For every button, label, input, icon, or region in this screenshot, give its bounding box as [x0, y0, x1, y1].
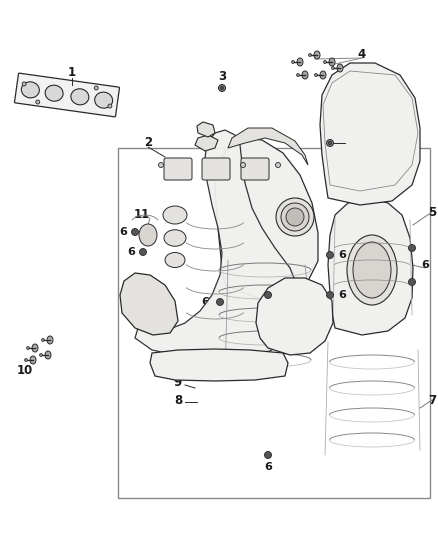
Ellipse shape	[164, 230, 186, 246]
Ellipse shape	[314, 51, 320, 59]
Ellipse shape	[265, 451, 272, 458]
Ellipse shape	[39, 353, 42, 357]
Ellipse shape	[314, 74, 318, 77]
Ellipse shape	[353, 242, 391, 298]
Polygon shape	[197, 122, 215, 137]
Ellipse shape	[286, 208, 304, 226]
Ellipse shape	[292, 61, 294, 63]
Ellipse shape	[139, 248, 146, 255]
Text: 8: 8	[174, 393, 182, 407]
Text: 4: 4	[358, 49, 366, 61]
Ellipse shape	[22, 82, 26, 86]
Ellipse shape	[326, 140, 333, 147]
Polygon shape	[120, 273, 178, 335]
Ellipse shape	[324, 61, 326, 63]
Ellipse shape	[108, 104, 112, 108]
Ellipse shape	[45, 351, 51, 359]
Ellipse shape	[302, 71, 308, 79]
Text: 9: 9	[174, 376, 182, 389]
Ellipse shape	[25, 359, 28, 361]
Ellipse shape	[95, 92, 113, 108]
Text: 3: 3	[346, 136, 354, 149]
Text: 6: 6	[338, 250, 346, 260]
Text: 6: 6	[276, 290, 284, 300]
Text: 6: 6	[127, 247, 135, 257]
Ellipse shape	[308, 53, 311, 56]
Polygon shape	[150, 349, 288, 381]
Polygon shape	[228, 128, 308, 165]
Bar	[118, 148, 430, 498]
Text: 6: 6	[119, 227, 127, 237]
Ellipse shape	[220, 86, 224, 90]
Text: 10: 10	[17, 364, 33, 376]
Ellipse shape	[36, 100, 40, 104]
Ellipse shape	[326, 292, 333, 298]
Ellipse shape	[165, 253, 185, 268]
Ellipse shape	[276, 198, 314, 236]
Ellipse shape	[32, 344, 38, 352]
Ellipse shape	[337, 64, 343, 72]
Text: 6: 6	[201, 297, 209, 307]
Ellipse shape	[131, 229, 138, 236]
Polygon shape	[215, 138, 318, 298]
Ellipse shape	[219, 85, 226, 92]
Text: 3: 3	[218, 70, 226, 84]
Text: 5: 5	[428, 206, 436, 219]
Ellipse shape	[328, 141, 332, 145]
Ellipse shape	[347, 235, 397, 305]
Ellipse shape	[409, 279, 416, 286]
FancyBboxPatch shape	[164, 158, 192, 180]
Text: 6: 6	[338, 290, 346, 300]
Ellipse shape	[326, 252, 333, 259]
Ellipse shape	[27, 346, 29, 350]
Ellipse shape	[409, 245, 416, 252]
Ellipse shape	[45, 85, 63, 101]
Ellipse shape	[21, 82, 39, 98]
Text: 6: 6	[264, 462, 272, 472]
Ellipse shape	[163, 206, 187, 224]
Ellipse shape	[216, 298, 223, 305]
Polygon shape	[195, 135, 218, 151]
Ellipse shape	[42, 338, 45, 342]
Text: 11: 11	[134, 208, 150, 222]
Polygon shape	[135, 130, 300, 355]
Ellipse shape	[329, 58, 335, 66]
Text: 6: 6	[421, 260, 429, 270]
Text: 1: 1	[68, 67, 76, 79]
Polygon shape	[256, 278, 333, 355]
Ellipse shape	[320, 71, 326, 79]
FancyBboxPatch shape	[202, 158, 230, 180]
Ellipse shape	[30, 356, 36, 364]
Ellipse shape	[159, 163, 163, 167]
Polygon shape	[320, 63, 420, 205]
Ellipse shape	[297, 74, 300, 77]
Ellipse shape	[265, 292, 272, 298]
Text: 2: 2	[144, 136, 152, 149]
Ellipse shape	[94, 86, 98, 90]
Ellipse shape	[281, 203, 309, 231]
FancyBboxPatch shape	[241, 158, 269, 180]
Ellipse shape	[276, 163, 280, 167]
Ellipse shape	[139, 224, 157, 246]
Ellipse shape	[47, 336, 53, 344]
FancyBboxPatch shape	[14, 73, 120, 117]
Text: 7: 7	[428, 393, 436, 407]
Ellipse shape	[332, 67, 335, 69]
Ellipse shape	[297, 58, 303, 66]
Polygon shape	[328, 198, 413, 335]
Ellipse shape	[240, 163, 246, 167]
Ellipse shape	[71, 89, 89, 105]
